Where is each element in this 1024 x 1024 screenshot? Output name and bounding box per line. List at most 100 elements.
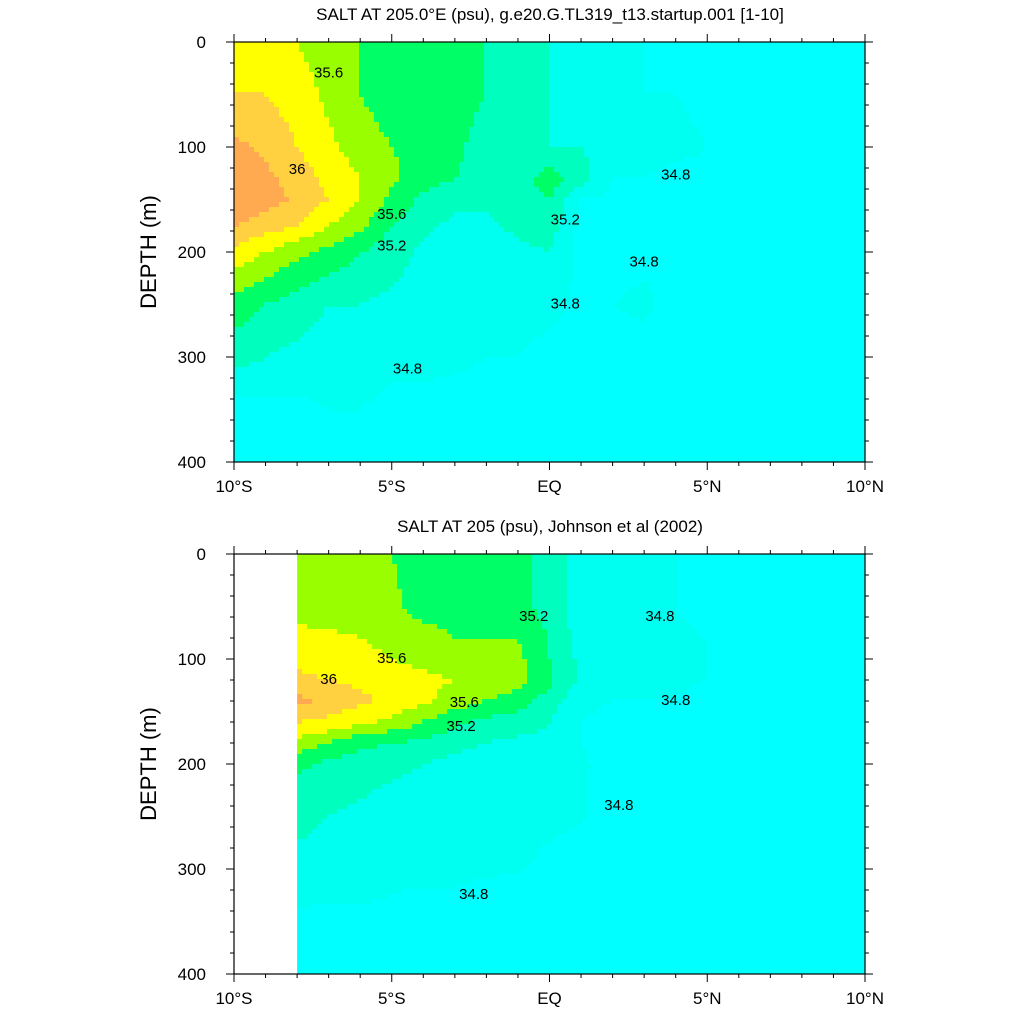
field-cell <box>674 87 680 93</box>
field-cell <box>579 182 585 188</box>
field-cell <box>374 52 380 58</box>
field-cell <box>699 177 705 183</box>
field-cell <box>539 97 545 103</box>
field-cell <box>734 97 740 103</box>
field-cell <box>389 107 395 113</box>
field-cell <box>629 202 635 208</box>
field-cell <box>714 157 720 163</box>
field-cell <box>669 97 675 103</box>
field-cell <box>714 107 720 113</box>
field-cell <box>619 182 625 188</box>
field-cell <box>384 162 390 168</box>
field-cell <box>754 52 760 58</box>
field-cell <box>394 92 400 98</box>
field-cell <box>394 62 400 68</box>
field-cell <box>509 142 515 148</box>
field-cell <box>789 107 795 113</box>
field-cell <box>559 232 565 238</box>
field-cell <box>464 172 470 178</box>
field-cell <box>739 97 745 103</box>
field-cell <box>384 142 390 148</box>
field-cell <box>444 77 450 83</box>
field-cell <box>604 192 610 198</box>
field-cell <box>564 102 570 108</box>
field-cell <box>549 177 555 183</box>
field-cell <box>364 137 370 143</box>
field-cell <box>339 207 345 213</box>
field-cell <box>799 122 805 128</box>
field-cell <box>589 102 595 108</box>
field-cell <box>279 102 285 108</box>
field-cell <box>254 122 260 128</box>
field-cell <box>254 137 260 143</box>
field-cell <box>329 42 335 48</box>
field-cell <box>479 197 485 203</box>
field-cell <box>724 57 730 63</box>
field-cell <box>344 162 350 168</box>
field-cell <box>714 207 720 213</box>
field-cell <box>659 172 665 178</box>
field-cell <box>284 207 290 213</box>
field-cell <box>679 132 685 138</box>
field-cell <box>839 197 845 203</box>
field-cell <box>314 102 320 108</box>
field-cell <box>259 122 265 128</box>
field-cell <box>409 67 415 73</box>
field-cell <box>364 172 370 178</box>
field-cell <box>344 52 350 58</box>
field-cell <box>664 62 670 68</box>
field-cell <box>689 187 695 193</box>
field-cell <box>239 62 245 68</box>
field-cell <box>314 52 320 58</box>
field-cell <box>529 122 535 128</box>
field-cell <box>284 202 290 208</box>
field-cell <box>469 72 475 78</box>
field-cell <box>429 132 435 138</box>
field-cell <box>424 57 430 63</box>
field-cell <box>534 52 540 58</box>
field-cell <box>524 122 530 128</box>
field-cell <box>489 112 495 118</box>
field-cell <box>394 232 400 238</box>
field-cell <box>399 62 405 68</box>
field-cell <box>399 72 405 78</box>
field-cell <box>379 147 385 153</box>
field-cell <box>759 87 765 93</box>
field-cell <box>464 52 470 58</box>
field-cell <box>429 207 435 213</box>
field-cell <box>254 167 260 173</box>
field-cell <box>659 47 665 53</box>
field-cell <box>859 92 865 98</box>
field-cell <box>749 97 755 103</box>
field-cell <box>439 92 445 98</box>
field-cell <box>639 182 645 188</box>
field-cell <box>379 112 385 118</box>
field-cell <box>509 112 515 118</box>
field-cell <box>654 192 660 198</box>
field-cell <box>789 232 795 238</box>
field-cell <box>574 137 580 143</box>
field-cell <box>544 202 550 208</box>
field-cell <box>439 87 445 93</box>
field-cell <box>544 157 550 163</box>
field-cell <box>769 227 775 233</box>
field-cell <box>489 67 495 73</box>
field-cell <box>644 42 650 48</box>
field-cell <box>384 92 390 98</box>
field-cell <box>854 92 860 98</box>
field-cell <box>764 67 770 73</box>
field-cell <box>544 217 550 223</box>
field-cell <box>824 212 830 218</box>
field-cell <box>749 192 755 198</box>
field-cell <box>299 202 305 208</box>
field-cell <box>749 72 755 78</box>
field-cell <box>529 207 535 213</box>
field-cell <box>314 222 320 228</box>
field-cell <box>259 177 265 183</box>
field-cell <box>454 117 460 123</box>
field-cell <box>504 222 510 228</box>
field-cell <box>849 62 855 68</box>
field-cell <box>774 52 780 58</box>
field-cell <box>634 142 640 148</box>
field-cell <box>784 197 790 203</box>
